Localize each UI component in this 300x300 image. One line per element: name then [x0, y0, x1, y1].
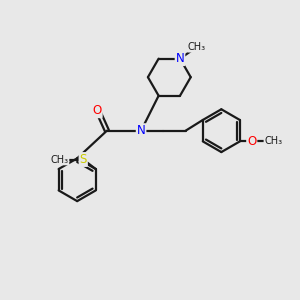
Text: CH₃: CH₃ — [188, 42, 206, 52]
Text: N: N — [176, 52, 184, 65]
Text: O: O — [92, 104, 102, 117]
Text: O: O — [247, 135, 256, 148]
Text: N: N — [137, 124, 146, 137]
Text: CH₃: CH₃ — [264, 136, 283, 146]
Text: CH₃: CH₃ — [50, 154, 68, 164]
Text: S: S — [80, 153, 87, 166]
